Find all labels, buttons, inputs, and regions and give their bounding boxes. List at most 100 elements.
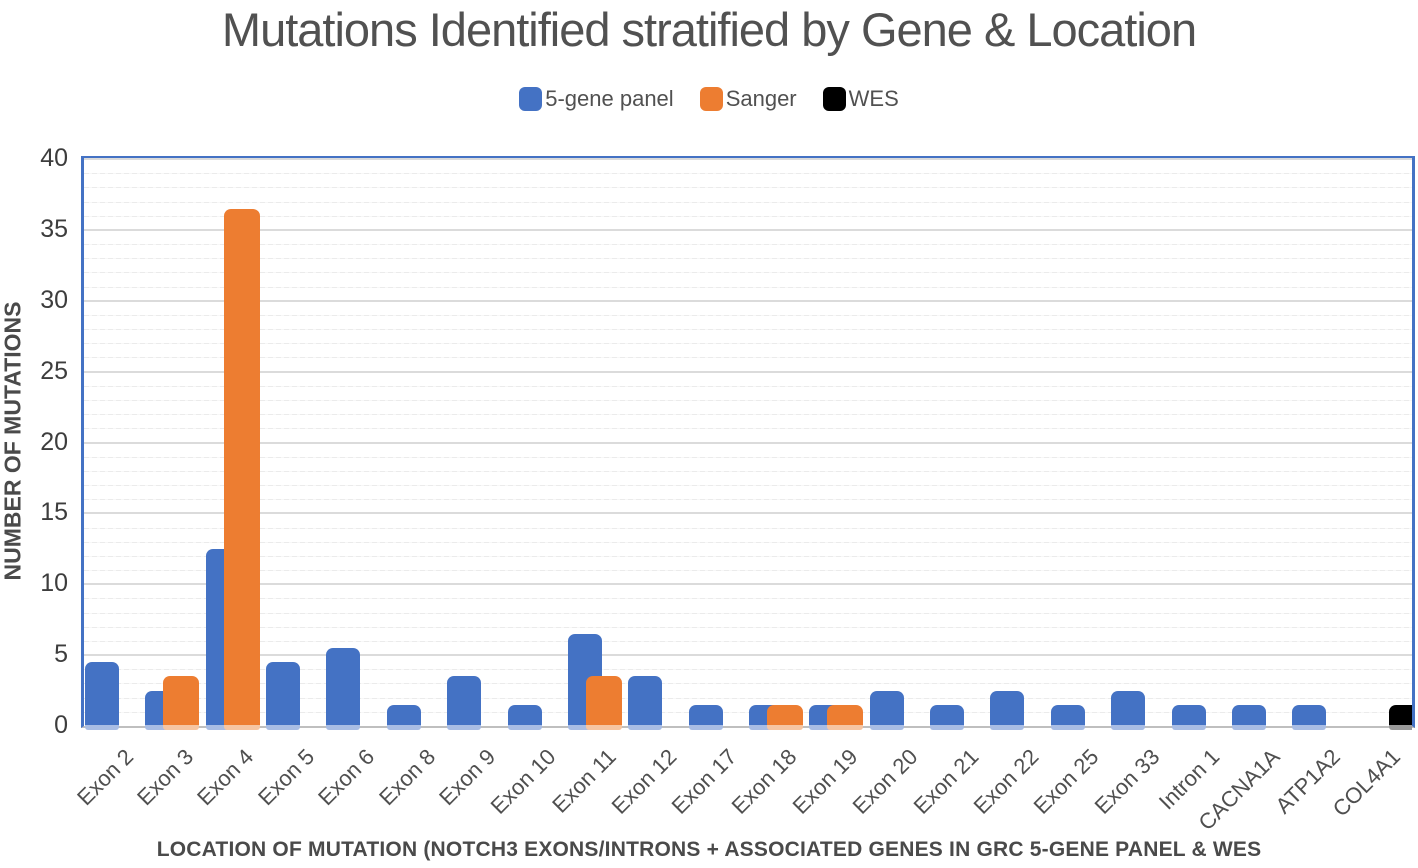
- minor-gridline: [84, 527, 1412, 529]
- y-tick-label-25: 25: [40, 356, 68, 385]
- bar-shadow-5-gene-panel-exon-22: [990, 725, 1025, 730]
- x-category-label-exon-21: Exon 21: [908, 744, 983, 819]
- minor-gridline: [84, 470, 1412, 472]
- bar-5-gene-panel-exon-8: [386, 704, 421, 726]
- minor-gridline: [84, 669, 1412, 671]
- y-tick-label-5: 5: [54, 640, 68, 669]
- chart-title: Mutations Identified stratified by Gene …: [221, 3, 1197, 56]
- bar-5-gene-panel-exon-12: [628, 676, 663, 726]
- bar-shadow-5-gene-panel-exon-17: [688, 725, 723, 730]
- minor-gridline: [84, 711, 1412, 713]
- x-category-label-exon-5: Exon 5: [252, 744, 319, 811]
- minor-gridline: [84, 499, 1412, 501]
- bar-shadow-5-gene-panel-exon-4: [205, 725, 240, 730]
- y-tick-label-20: 20: [40, 427, 68, 456]
- plot-area: [81, 156, 1415, 731]
- minor-gridline: [84, 683, 1412, 685]
- x-category-label-exon-33: Exon 33: [1089, 744, 1165, 819]
- bar-shadow-5-gene-panel-intron-1: [1171, 725, 1206, 730]
- legend-label: 5-gene panel: [545, 86, 674, 111]
- bar-sanger-exon-11: [585, 676, 622, 726]
- bars-layer: [84, 159, 1412, 726]
- y-tick-label-40: 40: [40, 144, 68, 172]
- bar-5-gene-panel-exon-6: [326, 648, 361, 726]
- minor-gridline: [84, 399, 1412, 401]
- bar-shadow-5-gene-panel-cacna1a: [1231, 725, 1266, 730]
- x-category-label-exon-19: Exon 19: [787, 744, 863, 819]
- bar-shadow-5-gene-panel-exon-20: [869, 725, 904, 730]
- minor-gridline: [84, 329, 1412, 331]
- bar-shadow-5-gene-panel-exon-8: [386, 725, 421, 730]
- x-category-label-exon-11: Exon 11: [547, 744, 621, 818]
- legend-swatch-sanger: [699, 87, 723, 111]
- minor-gridline: [84, 555, 1412, 557]
- y-tick-label-10: 10: [40, 569, 68, 598]
- bar-shadow-layer: [84, 725, 1412, 731]
- minor-gridline: [84, 570, 1412, 572]
- legend-swatch-wes: [822, 87, 846, 111]
- x-category-label-exon-2: Exon 2: [71, 744, 138, 811]
- y-tick-label-30: 30: [40, 285, 68, 314]
- bar-sanger-exon-4: [223, 208, 260, 726]
- minor-gridline: [84, 357, 1412, 359]
- y-tick-label-35: 35: [40, 214, 68, 243]
- bar-shadow-sanger-exon-18: [767, 725, 803, 730]
- x-category-label-exon-8: Exon 8: [373, 744, 440, 811]
- bar-shadow-5-gene-panel-exon-11: [567, 725, 602, 730]
- major-gridline: [84, 654, 1412, 657]
- bar-5-gene-panel-exon-9: [447, 676, 482, 726]
- bar-shadow-5-gene-panel-exon-25: [1050, 725, 1085, 730]
- minor-gridline: [84, 272, 1412, 274]
- minor-gridline: [84, 640, 1412, 642]
- bar-5-gene-panel-exon-22: [990, 690, 1025, 726]
- bar-shadow-5-gene-panel-exon-2: [85, 725, 119, 730]
- x-category-label-exon-17: Exon 17: [666, 744, 742, 819]
- minor-gridline: [84, 612, 1412, 614]
- legend-item-5-gene-panel: 5-gene panel: [519, 86, 674, 112]
- bar-shadow-5-gene-panel-exon-10: [507, 725, 542, 730]
- legend-label: WES: [848, 86, 899, 111]
- x-category-label-exon-22: Exon 22: [968, 744, 1044, 819]
- minor-gridline: [84, 343, 1412, 345]
- minor-gridline: [84, 456, 1412, 458]
- bar-5-gene-panel-intron-1: [1171, 704, 1206, 726]
- bar-shadow-5-gene-panel-exon-18: [749, 725, 783, 730]
- bar-shadow-sanger-exon-4: [223, 725, 260, 730]
- bar-shadow-5-gene-panel-exon-19: [809, 725, 844, 730]
- minor-gridline: [84, 428, 1412, 430]
- x-category-label-exon-12: Exon 12: [606, 744, 682, 819]
- bar-5-gene-panel-exon-33: [1111, 690, 1146, 726]
- x-category-label-exon-3: Exon 3: [132, 744, 199, 811]
- x-category-label-exon-20: Exon 20: [847, 744, 923, 819]
- bar-shadow-5-gene-panel-exon-5: [266, 725, 301, 730]
- bar-5-gene-panel-exon-20: [869, 690, 904, 726]
- bar-shadow-5-gene-panel-exon-33: [1111, 725, 1146, 730]
- bar-sanger-exon-19: [827, 704, 864, 726]
- bar-5-gene-panel-cacna1a: [1231, 704, 1266, 726]
- y-tick-label-15: 15: [40, 498, 68, 527]
- major-gridline: [84, 512, 1412, 515]
- minor-gridline: [84, 697, 1412, 699]
- minor-gridline: [84, 187, 1412, 189]
- bar-5-gene-panel-exon-17: [688, 704, 723, 726]
- legend-swatch-5-gene-panel: [519, 87, 543, 111]
- minor-gridline: [84, 485, 1412, 487]
- x-category-label-exon-4: Exon 4: [192, 744, 259, 811]
- minor-gridline: [84, 598, 1412, 600]
- bar-5-gene-panel-exon-2: [85, 662, 119, 726]
- minor-gridline: [84, 244, 1412, 246]
- major-gridline: [84, 583, 1412, 586]
- bar-shadow-5-gene-panel-exon-3: [145, 725, 180, 730]
- x-category-label-exon-18: Exon 18: [727, 744, 802, 819]
- minor-gridline: [84, 173, 1412, 175]
- minor-gridline: [84, 626, 1412, 628]
- bar-shadow-wes-col4a1: [1388, 725, 1412, 730]
- minor-gridline: [84, 314, 1412, 316]
- minor-gridline: [84, 258, 1412, 260]
- bar-shadow-sanger-exon-3: [163, 725, 200, 730]
- x-axis-title: LOCATION OF MUTATION (NOTCH3 EXONS/INTRO…: [156, 838, 1262, 861]
- bar-shadow-sanger-exon-11: [585, 725, 622, 730]
- minor-gridline: [84, 286, 1412, 288]
- bar-shadow-5-gene-panel-atp1a2: [1292, 725, 1327, 730]
- major-gridline: [84, 228, 1412, 231]
